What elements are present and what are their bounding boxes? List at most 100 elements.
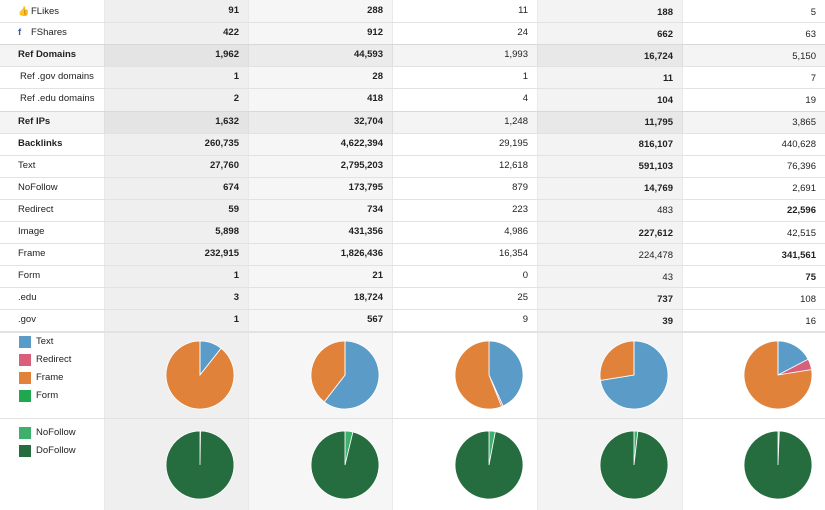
link-type-pie-slice-frame bbox=[743, 340, 813, 410]
follow-pie-slice-dofollow bbox=[599, 430, 669, 500]
table-cell: 3 bbox=[233, 292, 239, 304]
table-cell: 591,103 bbox=[638, 161, 673, 173]
row-label: Frame bbox=[0, 243, 104, 265]
table-cell: 422 bbox=[223, 27, 239, 39]
table-cell: 912 bbox=[367, 27, 383, 39]
table-cell: 1,248 bbox=[504, 115, 528, 127]
legend-label: Text bbox=[36, 336, 54, 347]
column-3-background bbox=[392, 0, 537, 510]
table-cell: 431,356 bbox=[348, 226, 383, 237]
row-label-text: Ref .gov domains bbox=[20, 71, 94, 83]
table-cell: 7 bbox=[810, 72, 816, 84]
table-cell: 5 bbox=[810, 6, 816, 18]
row-divider bbox=[0, 198, 825, 200]
row-divider bbox=[0, 88, 825, 90]
legend-label: Frame bbox=[36, 372, 64, 383]
row-label: Ref Domains bbox=[0, 44, 104, 66]
table-cell: 11,795 bbox=[644, 117, 673, 128]
table-cell: 91 bbox=[228, 5, 239, 16]
follow-pie-slice-dofollow bbox=[454, 430, 524, 500]
table-cell: 1,632 bbox=[215, 115, 239, 127]
table-cell: 2,691 bbox=[792, 183, 816, 195]
row-label: Ref .gov domains bbox=[0, 66, 104, 88]
row-label: Form bbox=[0, 265, 104, 287]
legend-label: Form bbox=[36, 390, 59, 401]
table-cell: 25 bbox=[517, 292, 528, 304]
row-divider bbox=[0, 331, 825, 333]
table-cell: 734 bbox=[367, 203, 383, 215]
row-label: Ref IPs bbox=[0, 111, 104, 133]
row-divider bbox=[0, 176, 825, 178]
row-label: .gov bbox=[0, 309, 104, 331]
table-cell: 4 bbox=[522, 93, 528, 105]
table-cell: 22,596 bbox=[786, 205, 816, 217]
table-cell: 0 bbox=[522, 270, 528, 282]
row-label: Backlinks bbox=[0, 133, 104, 155]
table-cell: 188 bbox=[657, 6, 673, 18]
column-divider bbox=[682, 0, 683, 510]
table-cell: 341,561 bbox=[781, 249, 816, 261]
link-type-pie-slice-frame bbox=[310, 340, 346, 403]
table-cell: 32,704 bbox=[353, 115, 383, 127]
table-cell: 11 bbox=[518, 5, 528, 16]
row-divider bbox=[0, 66, 825, 68]
table-cell: 1 bbox=[233, 71, 239, 83]
column-divider bbox=[537, 0, 538, 510]
link-type-pie-slice-frame bbox=[454, 340, 503, 410]
follow-pie-slice-dofollow bbox=[743, 430, 813, 500]
row-divider bbox=[0, 110, 825, 112]
thumbs-up-icon: 👍 bbox=[18, 6, 30, 16]
table-cell: 2,795,203 bbox=[340, 159, 383, 171]
row-label-text: FShares bbox=[31, 27, 67, 39]
table-cell: 108 bbox=[800, 293, 816, 305]
row-label: NoFollow bbox=[0, 177, 104, 199]
table-cell: 674 bbox=[223, 181, 239, 193]
legend-label: Redirect bbox=[36, 354, 72, 365]
legend-swatch bbox=[19, 372, 31, 384]
row-label: Image bbox=[0, 221, 104, 243]
table-cell: 16,354 bbox=[498, 248, 528, 260]
link-type-pie-slice-text bbox=[323, 340, 380, 410]
table-cell: 816,107 bbox=[638, 139, 673, 151]
table-cell: 9 bbox=[522, 314, 528, 326]
legend-swatch bbox=[19, 427, 31, 439]
legend-swatch bbox=[19, 390, 31, 402]
row-label: Redirect bbox=[0, 199, 104, 221]
column-2-background bbox=[248, 0, 392, 510]
table-cell: 63 bbox=[805, 28, 816, 40]
table-cell: 232,915 bbox=[204, 248, 239, 260]
table-cell: 76,396 bbox=[786, 161, 816, 173]
table-cell: 227,612 bbox=[638, 227, 673, 239]
table-cell: 1 bbox=[522, 71, 528, 83]
row-label-text: Image bbox=[18, 226, 45, 237]
table-cell: 737 bbox=[657, 293, 673, 305]
follow-pie-slice-dofollow bbox=[310, 430, 380, 500]
table-cell: 418 bbox=[367, 93, 383, 105]
column-1-background bbox=[104, 0, 248, 510]
row-label-text: .edu bbox=[18, 292, 37, 304]
table-cell: 1,993 bbox=[504, 49, 528, 61]
row-label-text: FLikes bbox=[31, 6, 59, 17]
table-cell: 5,898 bbox=[215, 226, 239, 237]
row-divider bbox=[0, 44, 825, 46]
table-cell: 4,622,394 bbox=[340, 137, 383, 149]
column-4-background bbox=[537, 0, 682, 510]
column-divider bbox=[104, 0, 105, 510]
legend-label: NoFollow bbox=[36, 427, 76, 438]
table-cell: 483 bbox=[657, 205, 673, 217]
table-cell: 3,865 bbox=[792, 117, 816, 128]
table-cell: 59 bbox=[228, 203, 239, 215]
row-label: Ref .edu domains bbox=[0, 88, 104, 110]
link-type-pie-slice-text bbox=[488, 340, 524, 407]
row-divider bbox=[0, 287, 825, 289]
table-cell: 1 bbox=[233, 270, 239, 282]
table-cell: 879 bbox=[512, 181, 528, 193]
table-cell: 28 bbox=[372, 71, 383, 83]
row-divider bbox=[0, 309, 825, 311]
row-label-text: Form bbox=[18, 270, 41, 282]
row-divider bbox=[0, 154, 825, 156]
table-cell: 14,769 bbox=[643, 183, 673, 195]
table-cell: 27,760 bbox=[209, 159, 239, 171]
section-divider bbox=[0, 331, 825, 332]
